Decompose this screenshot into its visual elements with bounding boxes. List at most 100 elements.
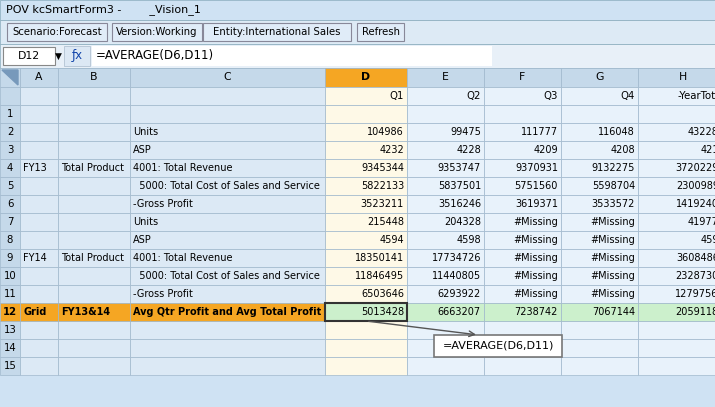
Text: Grid: Grid <box>23 307 46 317</box>
Bar <box>561 123 638 141</box>
Text: B: B <box>90 72 98 83</box>
Bar <box>20 87 58 105</box>
Bar <box>20 213 58 231</box>
Text: 3516246: 3516246 <box>438 199 481 209</box>
Text: Scenario:Forecast: Scenario:Forecast <box>12 27 102 37</box>
Text: -Gross Profit: -Gross Profit <box>133 289 193 299</box>
Bar <box>561 177 638 195</box>
Bar <box>325 159 407 177</box>
Bar <box>20 195 58 213</box>
Bar <box>325 177 407 195</box>
Text: Units: Units <box>133 127 158 137</box>
Text: 4596: 4596 <box>701 235 715 245</box>
Text: Version:Working: Version:Working <box>116 27 197 37</box>
Bar <box>130 195 325 213</box>
Text: 4001: Total Revenue: 4001: Total Revenue <box>133 163 232 173</box>
Bar <box>484 267 561 285</box>
Text: Total Product: Total Product <box>61 253 124 263</box>
Bar <box>20 321 58 339</box>
Bar <box>484 285 561 303</box>
Text: 12: 12 <box>3 307 17 317</box>
Bar <box>58 285 130 303</box>
Bar <box>20 68 58 87</box>
Polygon shape <box>2 70 18 85</box>
Text: #Missing: #Missing <box>513 235 558 245</box>
Text: FY13: FY13 <box>23 163 46 173</box>
Bar <box>638 249 715 267</box>
Bar <box>112 23 202 41</box>
Text: 11846495: 11846495 <box>355 271 404 281</box>
Text: 6293922: 6293922 <box>438 289 481 299</box>
Text: Refresh: Refresh <box>362 27 400 37</box>
Text: #Missing: #Missing <box>591 253 635 263</box>
Text: 11: 11 <box>4 289 16 299</box>
Text: 4598: 4598 <box>456 235 481 245</box>
Text: 17734726: 17734726 <box>431 253 481 263</box>
Text: 5837501: 5837501 <box>438 181 481 191</box>
Bar <box>7 23 107 41</box>
Bar <box>561 267 638 285</box>
Text: 116048: 116048 <box>598 127 635 137</box>
Text: 9: 9 <box>6 253 14 263</box>
Text: FY14: FY14 <box>23 253 46 263</box>
Text: 8: 8 <box>7 235 13 245</box>
Text: #Missing: #Missing <box>591 217 635 227</box>
Bar <box>561 285 638 303</box>
Text: 5: 5 <box>6 181 14 191</box>
Text: H: H <box>679 72 687 83</box>
Text: Q3: Q3 <box>543 91 558 101</box>
Bar <box>638 267 715 285</box>
Bar <box>58 303 130 321</box>
Bar <box>638 177 715 195</box>
Bar <box>130 285 325 303</box>
Bar <box>434 335 562 357</box>
Bar <box>484 105 561 123</box>
Text: 5751560: 5751560 <box>515 181 558 191</box>
Text: Units: Units <box>133 217 158 227</box>
Bar <box>0 105 20 123</box>
Text: F: F <box>519 72 526 83</box>
Bar <box>484 87 561 105</box>
Bar <box>357 23 404 41</box>
Text: FY13&14: FY13&14 <box>61 307 110 317</box>
Text: 4219: 4219 <box>701 145 715 155</box>
Bar <box>638 195 715 213</box>
Bar <box>20 105 58 123</box>
Bar <box>0 123 20 141</box>
Text: 11440805: 11440805 <box>432 271 481 281</box>
Text: D12: D12 <box>18 51 40 61</box>
Bar <box>407 339 484 357</box>
Bar <box>484 195 561 213</box>
Text: 9353747: 9353747 <box>438 163 481 173</box>
Bar <box>130 303 325 321</box>
Text: 13: 13 <box>4 325 16 335</box>
Bar <box>407 105 484 123</box>
Text: Q4: Q4 <box>621 91 635 101</box>
Bar <box>407 141 484 159</box>
Bar <box>561 159 638 177</box>
Bar <box>325 231 407 249</box>
Bar <box>484 213 561 231</box>
Text: 3533572: 3533572 <box>591 199 635 209</box>
Bar <box>0 285 20 303</box>
Bar <box>58 321 130 339</box>
Text: 4232: 4232 <box>379 145 404 155</box>
Text: POV kcSmartForm3 -        _Vision_1: POV kcSmartForm3 - _Vision_1 <box>6 4 201 15</box>
Bar <box>638 105 715 123</box>
Bar <box>20 159 58 177</box>
Text: 10: 10 <box>4 271 16 281</box>
Bar <box>58 213 130 231</box>
Text: 12797567: 12797567 <box>676 289 715 299</box>
Text: 23009898: 23009898 <box>676 181 715 191</box>
Bar <box>130 339 325 357</box>
Bar <box>484 321 561 339</box>
Bar <box>0 231 20 249</box>
Bar <box>325 339 407 357</box>
Bar <box>638 87 715 105</box>
Text: 5598704: 5598704 <box>592 181 635 191</box>
Text: #Missing: #Missing <box>591 235 635 245</box>
Text: -YearTotal: -YearTotal <box>678 91 715 101</box>
Bar <box>407 321 484 339</box>
Bar <box>407 231 484 249</box>
Bar <box>407 195 484 213</box>
